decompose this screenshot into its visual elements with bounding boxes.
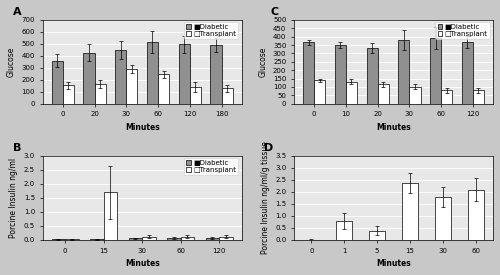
- Bar: [410, 87, 420, 104]
- Bar: [314, 80, 326, 104]
- Bar: [378, 84, 389, 104]
- Bar: [178, 44, 190, 104]
- Bar: [52, 239, 65, 240]
- Bar: [104, 192, 117, 240]
- Bar: [441, 90, 452, 104]
- Text: D: D: [264, 144, 274, 153]
- Bar: [90, 239, 104, 240]
- Bar: [180, 236, 194, 240]
- Bar: [434, 197, 451, 240]
- X-axis label: Minutes: Minutes: [125, 123, 160, 132]
- Bar: [142, 236, 156, 240]
- Bar: [222, 88, 232, 104]
- Bar: [126, 69, 138, 104]
- Bar: [147, 42, 158, 104]
- X-axis label: Minutes: Minutes: [376, 123, 411, 132]
- Bar: [303, 43, 314, 104]
- Bar: [369, 231, 386, 240]
- Y-axis label: Glucose: Glucose: [7, 46, 16, 77]
- Bar: [219, 236, 232, 240]
- Bar: [336, 221, 352, 240]
- Bar: [63, 85, 74, 104]
- Bar: [473, 90, 484, 104]
- Y-axis label: Porcine Insulin ng/ml/g tissue: Porcine Insulin ng/ml/g tissue: [260, 141, 270, 254]
- Bar: [115, 50, 126, 104]
- Bar: [206, 238, 219, 240]
- Y-axis label: Glucose: Glucose: [258, 46, 268, 77]
- Bar: [65, 239, 78, 240]
- Bar: [430, 38, 441, 104]
- Text: B: B: [13, 144, 21, 153]
- Bar: [52, 60, 63, 104]
- Bar: [190, 87, 201, 104]
- Bar: [346, 82, 357, 104]
- Bar: [210, 45, 222, 104]
- Bar: [94, 84, 106, 104]
- Legend: ■Diabetic, □Transplant: ■Diabetic, □Transplant: [184, 158, 238, 175]
- Legend: ■Diabetic, □Transplant: ■Diabetic, □Transplant: [184, 22, 238, 39]
- Bar: [468, 189, 484, 240]
- Bar: [167, 238, 180, 240]
- Legend: ■Diabetic, □Transplant: ■Diabetic, □Transplant: [436, 22, 490, 39]
- Text: C: C: [270, 7, 278, 17]
- Y-axis label: Porcine Insulin ng/ml: Porcine Insulin ng/ml: [9, 158, 18, 238]
- Bar: [402, 183, 418, 240]
- Text: A: A: [13, 7, 22, 17]
- Bar: [84, 53, 94, 104]
- Bar: [128, 238, 142, 240]
- Bar: [335, 45, 346, 104]
- Bar: [158, 74, 169, 104]
- X-axis label: Minutes: Minutes: [125, 259, 160, 268]
- X-axis label: Minutes: Minutes: [376, 259, 411, 268]
- Bar: [462, 42, 473, 104]
- Bar: [366, 48, 378, 104]
- Bar: [398, 40, 409, 104]
